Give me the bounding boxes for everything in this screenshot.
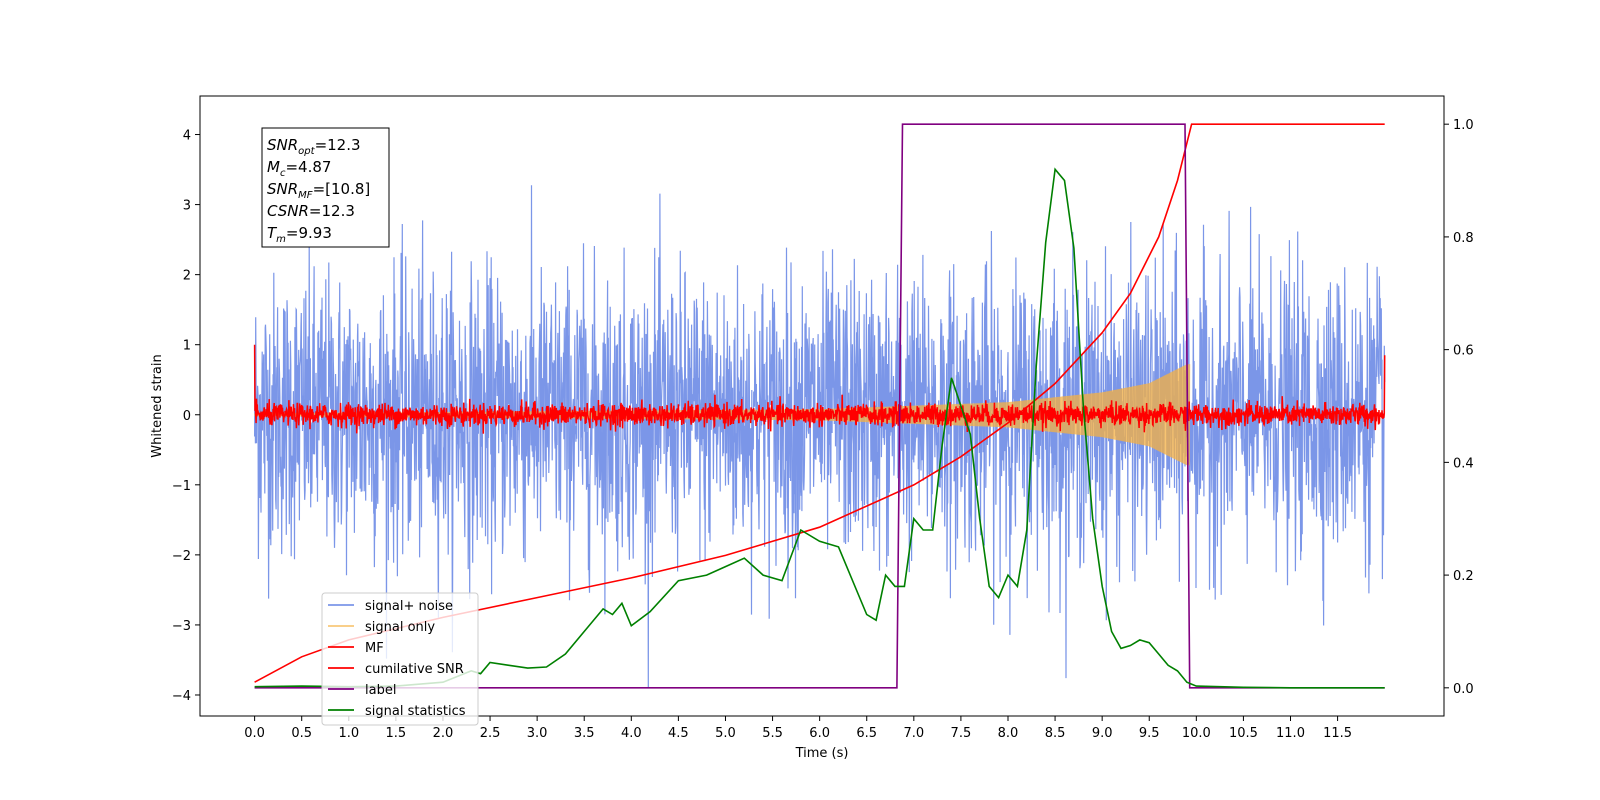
y-axis-right: 0.0 0.2 0.4 0.6 0.8 1.0	[1444, 118, 1474, 697]
series-line-signal-statistics	[254, 167, 1385, 689]
x-tick-label: 5.5	[762, 726, 783, 741]
x-tick-label: 8.5	[1045, 726, 1066, 741]
x-tick-label: 1.0	[338, 726, 359, 741]
annotation-line: CSNR=12.3	[267, 202, 355, 220]
y-left-tick-label: −2	[172, 549, 191, 564]
series-line-label	[254, 123, 1385, 689]
x-tick-label: 0.5	[291, 726, 312, 741]
y-axis-left-label: Whitened strain	[150, 354, 165, 457]
x-tick-label: 6.5	[856, 726, 877, 741]
y-left-tick-label: 0	[183, 409, 191, 424]
x-tick-label: 0.0	[244, 726, 265, 741]
legend-entry: label	[365, 683, 396, 698]
x-tick-label: 6.0	[809, 726, 830, 741]
legend-entry: signal+ noise	[365, 599, 453, 614]
x-tick-label: 3.5	[574, 726, 595, 741]
x-axis: 0.0 0.5 1.0 1.5 2.0 2.5 3.0 3.5 4.0 4.5 5.0 5.5 6.0 6…	[244, 716, 1352, 741]
annotation-line: SNRopt=12.3	[267, 136, 361, 157]
x-tick-label: 5.0	[715, 726, 736, 741]
x-tick-label: 11.0	[1276, 726, 1305, 741]
x-tick-label: 4.5	[668, 726, 689, 741]
x-tick-label: 2.5	[480, 726, 501, 741]
y-right-tick-label: 0.0	[1453, 682, 1474, 697]
series-line-mf	[253, 344, 1386, 434]
annotation-line: SNRMF=[10.8]	[267, 180, 370, 201]
x-tick-label: 7.0	[903, 726, 924, 741]
y-axis-left: −4 −3 −2 −1 0 1 2 3 4	[172, 129, 200, 704]
y-left-tick-label: −1	[172, 479, 191, 494]
x-tick-label: 11.5	[1323, 726, 1352, 741]
legend-entry: signal only	[365, 620, 435, 635]
annotation-line: Mc=4.87	[267, 158, 331, 179]
x-tick-label: 8.0	[998, 726, 1019, 741]
y-right-tick-label: 0.2	[1453, 569, 1474, 584]
x-axis-label: Time (s)	[795, 746, 849, 761]
x-tick-label: 9.0	[1092, 726, 1113, 741]
y-left-tick-label: −4	[172, 689, 191, 704]
x-tick-label: 2.0	[433, 726, 454, 741]
legend-entry: signal statistics	[365, 704, 466, 719]
x-tick-label: 4.0	[621, 726, 642, 741]
x-tick-label: 10.5	[1229, 726, 1258, 741]
y-left-tick-label: −3	[172, 619, 191, 634]
y-left-tick-label: 3	[183, 199, 191, 214]
y-right-tick-label: 0.4	[1453, 456, 1474, 471]
y-left-tick-label: 1	[183, 339, 191, 354]
x-tick-label: 9.5	[1139, 726, 1160, 741]
x-tick-label: 1.5	[386, 726, 407, 741]
y-right-tick-label: 1.0	[1453, 118, 1474, 133]
y-left-tick-label: 2	[183, 269, 191, 284]
x-tick-label: 3.0	[527, 726, 548, 741]
y-right-tick-label: 0.8	[1453, 231, 1474, 246]
x-tick-label: 10.0	[1182, 726, 1211, 741]
plot-frame	[199, 95, 1445, 717]
legend: signal+ noise signal only MF cumilative SNR…	[321, 592, 479, 726]
x-tick-label: 7.5	[951, 726, 972, 741]
y-left-tick-label: 4	[183, 129, 191, 144]
y-right-tick-label: 0.6	[1453, 344, 1474, 359]
legend-frame	[321, 592, 479, 726]
annotation-frame	[261, 127, 390, 248]
legend-entry: cumilative SNR	[365, 662, 464, 677]
annotation-line: Tm=9.93	[267, 224, 332, 245]
legend-entry: MF	[365, 641, 384, 656]
